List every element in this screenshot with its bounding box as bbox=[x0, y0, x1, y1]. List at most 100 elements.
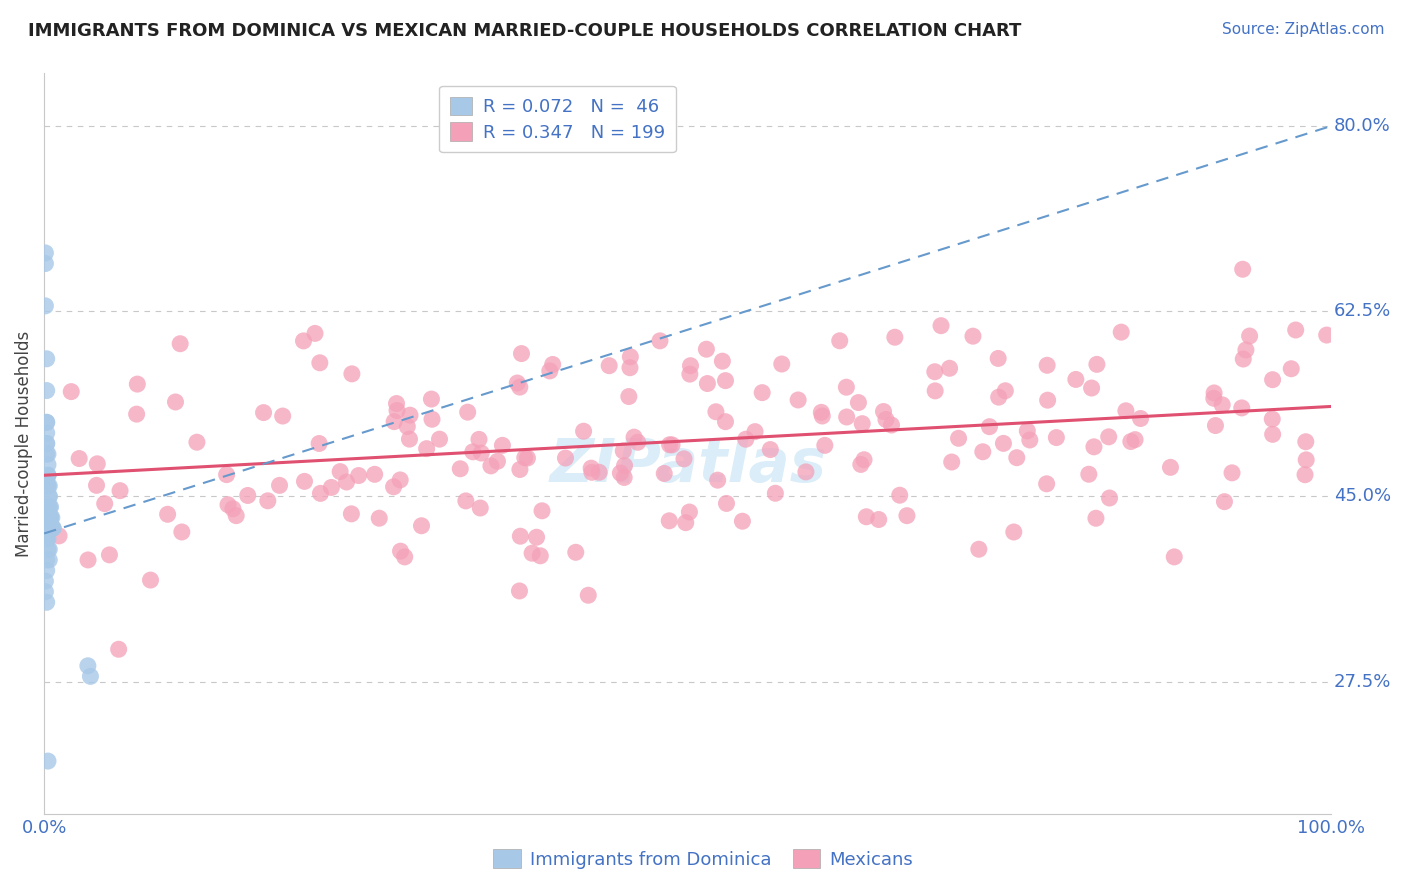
Point bbox=[347, 468, 370, 483]
Point bbox=[236, 488, 259, 502]
Point bbox=[38, 500, 60, 514]
Point bbox=[35, 553, 58, 567]
Point bbox=[1109, 325, 1132, 339]
Point bbox=[34, 584, 56, 599]
Point bbox=[588, 465, 610, 479]
Point bbox=[34, 299, 56, 313]
Point bbox=[814, 438, 837, 452]
Point bbox=[506, 376, 529, 390]
Point bbox=[1036, 393, 1059, 408]
Point bbox=[125, 407, 148, 421]
Legend: R = 0.072   N =  46, R = 0.347   N = 199: R = 0.072 N = 46, R = 0.347 N = 199 bbox=[439, 86, 676, 153]
Point bbox=[1085, 357, 1108, 371]
Point bbox=[734, 432, 756, 446]
Point bbox=[108, 483, 131, 498]
Point bbox=[256, 493, 278, 508]
Point bbox=[37, 468, 59, 483]
Point bbox=[37, 542, 59, 557]
Point bbox=[1123, 433, 1146, 447]
Point bbox=[613, 470, 636, 484]
Point bbox=[398, 432, 420, 446]
Point bbox=[35, 415, 58, 429]
Point bbox=[429, 432, 451, 446]
Point bbox=[394, 549, 416, 564]
Point bbox=[896, 508, 918, 523]
Point bbox=[156, 508, 179, 522]
Point bbox=[1204, 418, 1226, 433]
Point bbox=[38, 542, 60, 557]
Point bbox=[39, 510, 62, 524]
Point bbox=[470, 446, 492, 460]
Point bbox=[382, 480, 405, 494]
Point bbox=[48, 529, 70, 543]
Point bbox=[252, 406, 274, 420]
Point bbox=[679, 359, 702, 373]
Point bbox=[42, 521, 65, 535]
Y-axis label: Married-couple Households: Married-couple Households bbox=[15, 330, 32, 557]
Point bbox=[967, 542, 990, 557]
Point bbox=[35, 384, 58, 398]
Point bbox=[763, 486, 786, 500]
Point bbox=[34, 521, 56, 535]
Point bbox=[1002, 524, 1025, 539]
Point bbox=[695, 342, 717, 356]
Point bbox=[34, 246, 56, 260]
Point bbox=[77, 658, 100, 673]
Point bbox=[704, 405, 727, 419]
Point bbox=[576, 588, 599, 602]
Point bbox=[389, 544, 412, 558]
Point bbox=[38, 479, 60, 493]
Point bbox=[530, 504, 553, 518]
Point bbox=[835, 409, 858, 424]
Point bbox=[851, 417, 873, 431]
Point bbox=[1285, 323, 1308, 337]
Point bbox=[751, 385, 773, 400]
Point bbox=[979, 419, 1001, 434]
Point bbox=[35, 436, 58, 450]
Point bbox=[675, 516, 697, 530]
Point bbox=[1234, 343, 1257, 357]
Point bbox=[1084, 511, 1107, 525]
Point bbox=[335, 475, 357, 489]
Point bbox=[1045, 431, 1067, 445]
Text: 27.5%: 27.5% bbox=[1334, 673, 1392, 690]
Point bbox=[454, 494, 477, 508]
Point bbox=[60, 384, 83, 399]
Point bbox=[39, 510, 62, 524]
Point bbox=[385, 396, 408, 410]
Point bbox=[849, 458, 872, 472]
Point bbox=[613, 458, 636, 473]
Point bbox=[828, 334, 851, 348]
Point bbox=[38, 490, 60, 504]
Point bbox=[987, 390, 1010, 404]
Point bbox=[41, 521, 63, 535]
Point bbox=[329, 465, 352, 479]
Point bbox=[479, 458, 502, 473]
Point bbox=[1261, 412, 1284, 426]
Point bbox=[880, 417, 903, 432]
Point bbox=[855, 509, 877, 524]
Point bbox=[169, 336, 191, 351]
Point bbox=[661, 438, 683, 452]
Point bbox=[1239, 329, 1261, 343]
Point bbox=[1211, 398, 1233, 412]
Point bbox=[127, 377, 149, 392]
Point bbox=[883, 330, 905, 344]
Point bbox=[294, 475, 316, 489]
Point bbox=[1232, 352, 1254, 367]
Point bbox=[541, 358, 564, 372]
Point bbox=[37, 468, 59, 483]
Point bbox=[962, 329, 984, 343]
Point bbox=[924, 365, 946, 379]
Point bbox=[321, 480, 343, 494]
Point bbox=[987, 351, 1010, 366]
Point bbox=[617, 390, 640, 404]
Point bbox=[79, 669, 101, 683]
Point bbox=[716, 496, 738, 510]
Point bbox=[612, 444, 634, 458]
Point bbox=[308, 436, 330, 450]
Point bbox=[941, 455, 963, 469]
Point bbox=[619, 360, 641, 375]
Point bbox=[42, 521, 65, 535]
Point bbox=[1295, 453, 1317, 467]
